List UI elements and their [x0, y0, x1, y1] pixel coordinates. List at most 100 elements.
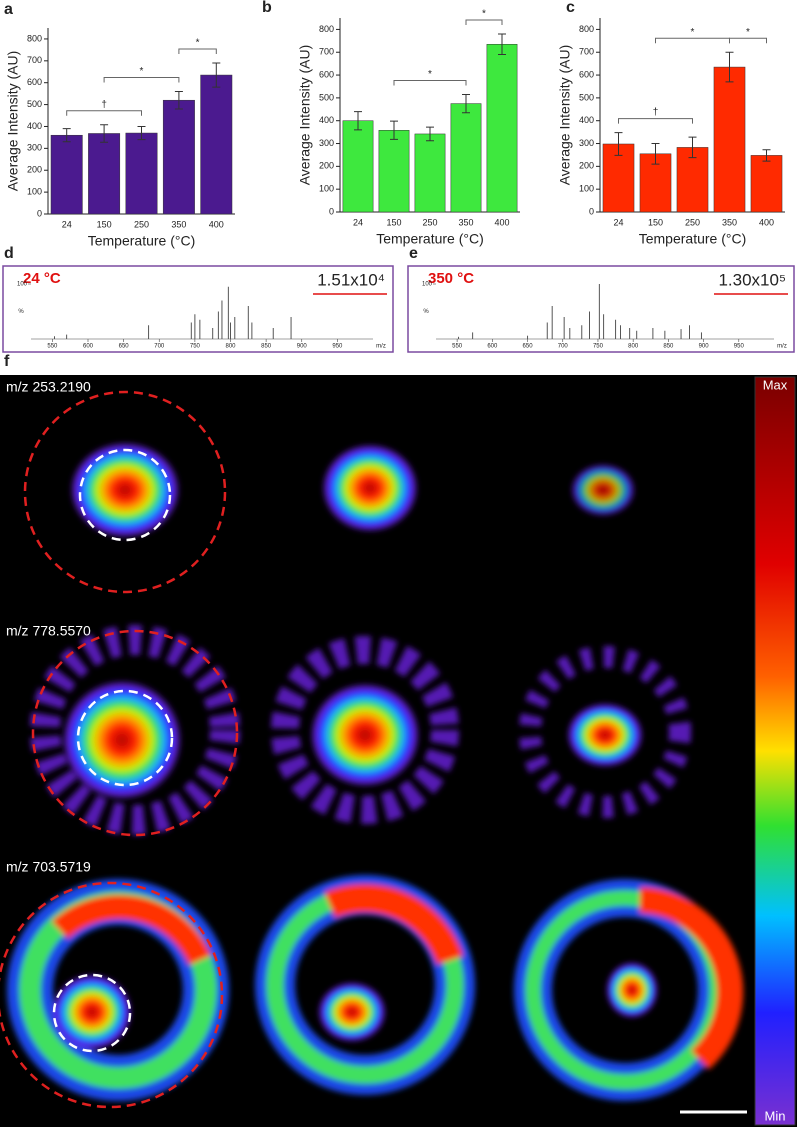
error-bar	[462, 93, 470, 114]
x-tick-label: 600	[83, 344, 94, 350]
bar	[200, 74, 233, 215]
error-bar	[354, 111, 362, 131]
x-tick-label: 250	[422, 217, 437, 227]
y-tick-label: 100	[422, 282, 433, 288]
error-bar	[498, 33, 506, 56]
y-tick-label: 500	[27, 99, 42, 109]
y-tick-label: 800	[319, 24, 334, 34]
significance-bracket	[178, 48, 217, 55]
x-axis-title: Temperature (°C)	[639, 231, 747, 247]
x-tick-label: 250	[685, 217, 700, 227]
roi-outer	[31, 629, 239, 837]
x-tick-label: 900	[297, 344, 308, 350]
significance-label: *	[482, 9, 486, 20]
y-tick-label: 100	[319, 184, 334, 194]
row-label: m/z 703.5719	[6, 859, 91, 875]
roi-inner	[76, 689, 174, 787]
y-axis-title: Average Intensity (AU)	[557, 45, 573, 186]
error-bar	[137, 125, 146, 141]
heat-blob	[571, 464, 635, 516]
row-label: m/z 253.2190	[6, 379, 91, 395]
panel-letter: c	[566, 0, 575, 16]
x-tick-label: 900	[699, 344, 710, 350]
error-bar	[62, 128, 71, 143]
row-label: m/z 778.5570	[6, 623, 91, 639]
x-axis-title: Temperature (°C)	[376, 231, 484, 247]
y-axis-title: %	[423, 309, 429, 315]
x-axis-title: m/z	[777, 344, 787, 350]
heat-arc	[639, 887, 744, 1070]
x-tick-label: 350	[722, 217, 737, 227]
error-bar	[174, 90, 183, 110]
y-tick-label: 200	[579, 161, 594, 171]
bar	[713, 66, 746, 213]
y-tick-label: 800	[27, 33, 42, 43]
y-tick-label: 600	[319, 69, 334, 79]
y-tick-label: 100	[17, 282, 28, 288]
y-tick-label: 0	[589, 206, 594, 216]
bar	[486, 43, 518, 213]
bar	[50, 134, 83, 215]
y-tick-label: 200	[319, 161, 334, 171]
x-tick-label: 550	[47, 344, 58, 350]
roi-inner	[78, 448, 172, 542]
significance-label: *	[140, 66, 144, 77]
significance-label: *	[196, 38, 200, 49]
x-tick-label: 850	[663, 344, 674, 350]
x-tick-label: 400	[494, 217, 509, 227]
y-axis-title: %	[18, 309, 24, 315]
x-tick-label: 24	[353, 217, 363, 227]
x-tick-label: 24	[613, 217, 623, 227]
error-bar	[426, 126, 434, 142]
y-tick-label: 100	[579, 184, 594, 194]
heat-ring	[519, 646, 691, 818]
y-tick-label: 500	[319, 92, 334, 102]
significance-bracket	[393, 79, 467, 86]
x-tick-label: 550	[452, 344, 463, 350]
bar	[88, 133, 121, 215]
panel-letter: e	[409, 245, 418, 262]
x-tick-label: 700	[558, 344, 569, 350]
x-tick-label: 850	[261, 344, 272, 350]
heat-blob	[70, 442, 180, 538]
error-bar	[100, 124, 109, 143]
x-tick-label: 350	[458, 217, 473, 227]
heat-ring	[525, 890, 725, 1090]
bar	[342, 120, 374, 213]
y-tick-label: 800	[579, 24, 594, 34]
heat-blob	[606, 962, 658, 1018]
heat-arc	[51, 895, 212, 966]
error-bar	[651, 143, 660, 165]
y-tick-label: 700	[319, 47, 334, 57]
x-axis-title: Temperature (°C)	[88, 233, 196, 249]
y-tick-label: 200	[27, 165, 42, 175]
significance-bracket	[655, 37, 730, 44]
y-tick-label: 0	[37, 208, 42, 218]
significance-label: *	[428, 69, 432, 80]
heat-blob	[318, 982, 386, 1042]
panel-letter: d	[4, 245, 14, 262]
bar	[162, 99, 195, 215]
error-bar	[688, 136, 697, 159]
y-tick-label: 600	[27, 77, 42, 87]
error-bar	[614, 132, 623, 156]
significance-label: †	[101, 99, 107, 110]
x-tick-label: 650	[119, 344, 130, 350]
error-bar	[390, 120, 398, 140]
x-tick-label: 950	[332, 344, 343, 350]
y-axis-title: Average Intensity (AU)	[5, 51, 21, 192]
significance-label: †	[653, 107, 659, 118]
spectrum-frame	[2, 265, 394, 353]
error-bar	[762, 149, 771, 162]
y-tick-label: 300	[27, 143, 42, 153]
x-tick-label: 800	[628, 344, 639, 350]
roi-inner	[52, 973, 132, 1053]
y-tick-label: 600	[579, 69, 594, 79]
x-axis-title: m/z	[376, 344, 386, 350]
bar	[125, 132, 158, 215]
heatmaps	[7, 442, 744, 1101]
x-tick-label: 150	[386, 217, 401, 227]
x-tick-label: 150	[97, 219, 112, 229]
x-tick-label: 700	[154, 344, 165, 350]
